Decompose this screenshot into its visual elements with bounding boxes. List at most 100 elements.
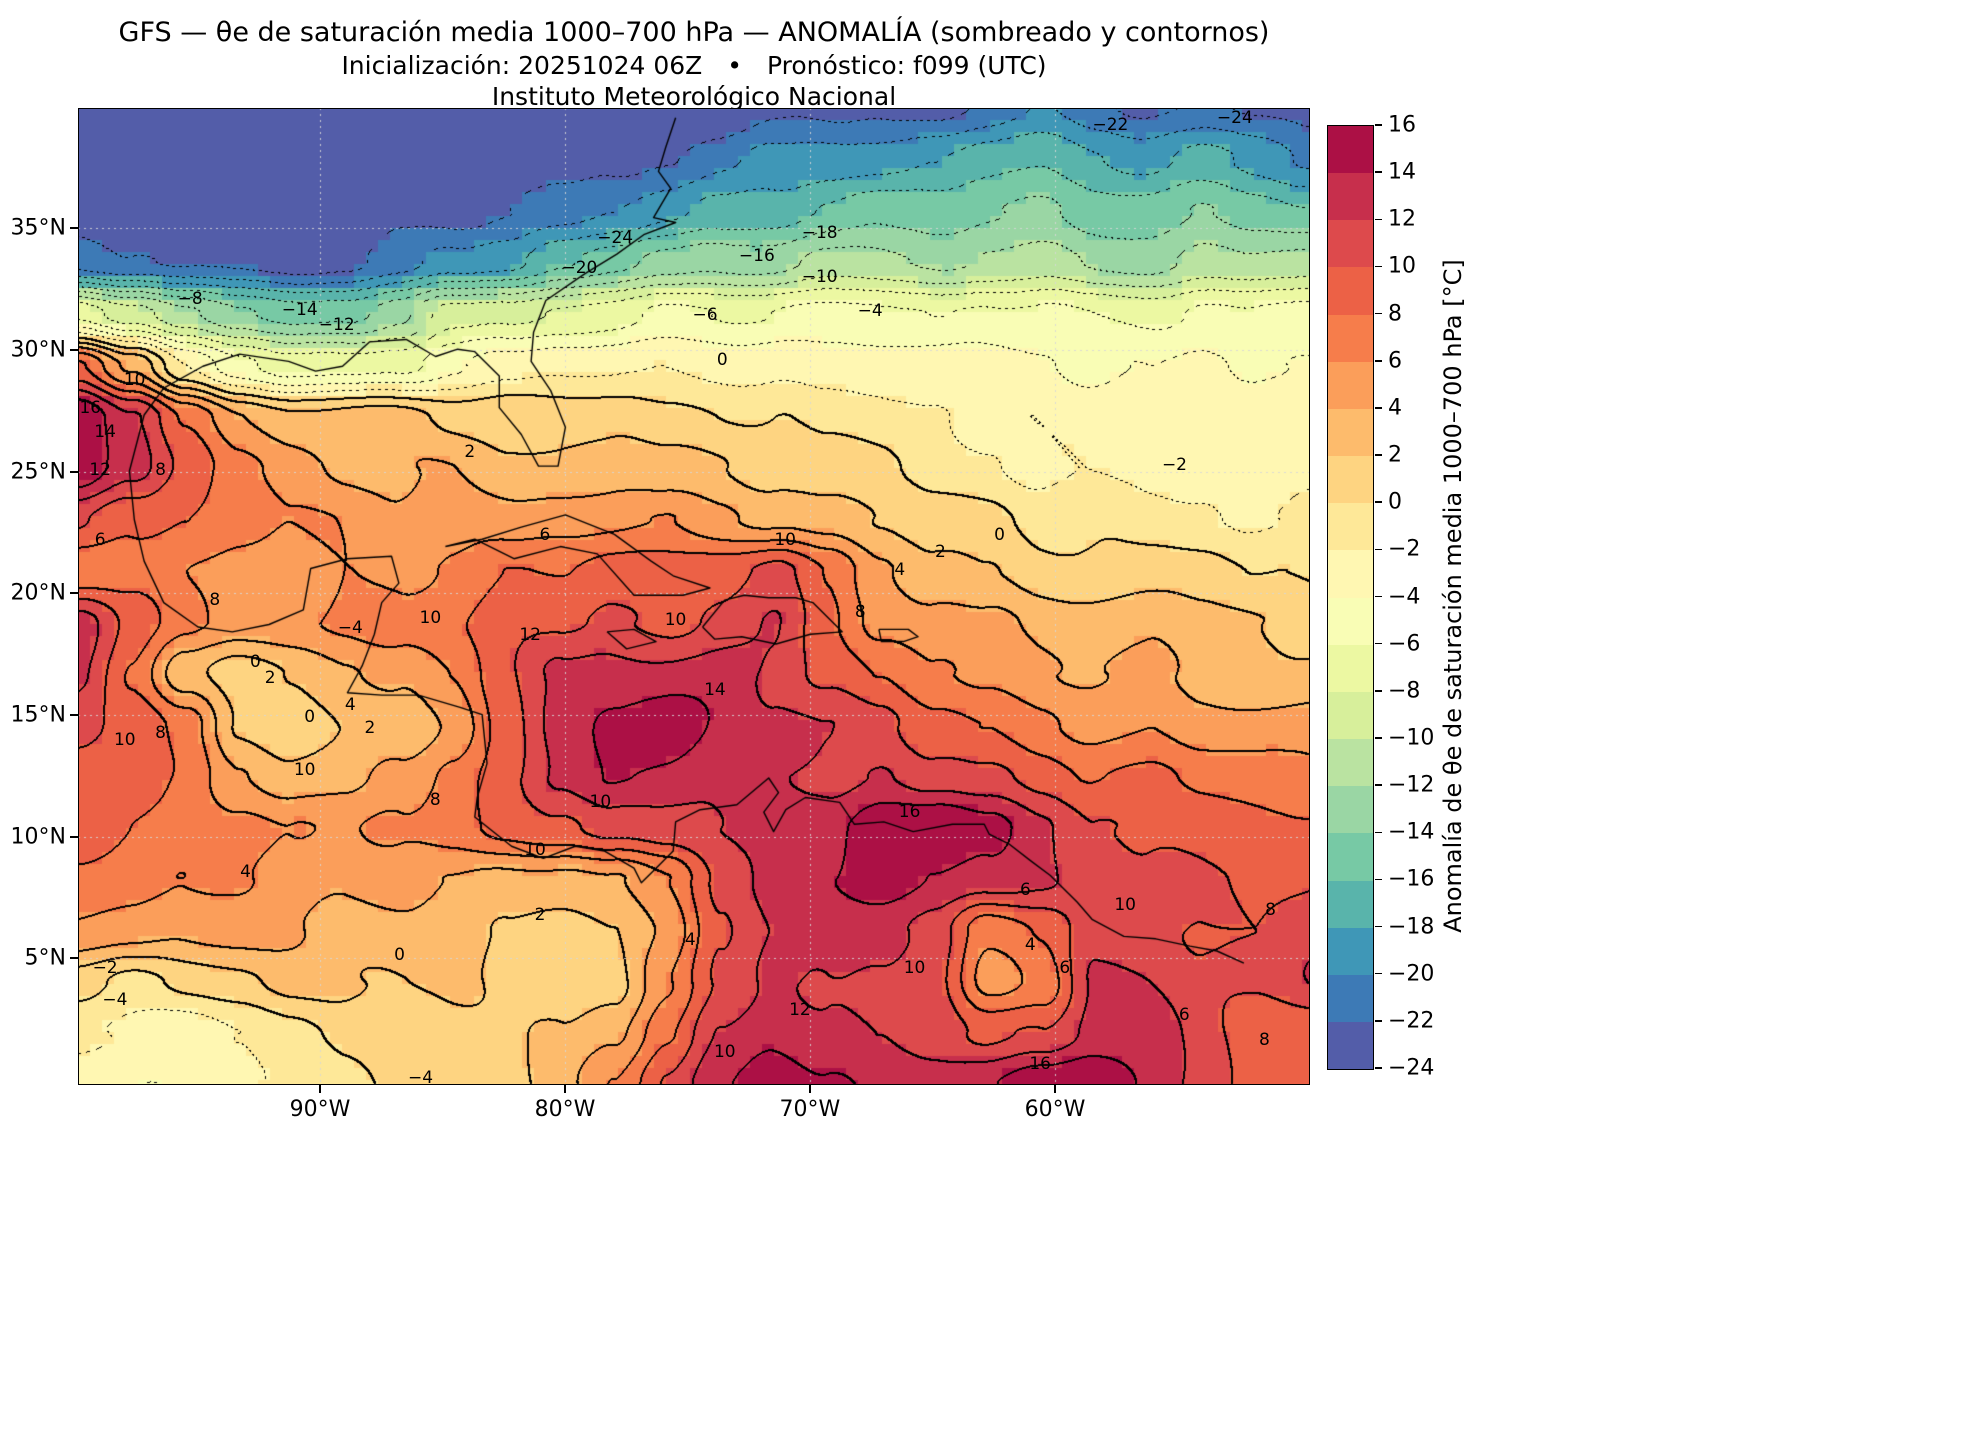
y-tick-label: 30°N xyxy=(10,337,66,363)
colorbar-segment xyxy=(1328,833,1373,881)
colorbar-segment xyxy=(1328,267,1373,315)
contour-value-label: 4 xyxy=(344,694,356,715)
contour-value-label: 14 xyxy=(704,680,726,701)
x-axis-tick-mark xyxy=(564,1085,566,1093)
colorbar-axis-label: Anomalía de θe de saturación media 1000–… xyxy=(1439,259,1467,933)
y-tick-label: 10°N xyxy=(10,824,66,850)
contour-value-label: 10 xyxy=(1114,895,1137,916)
contour-value-label: −4 xyxy=(407,1068,434,1085)
anomaly-shading-canvas xyxy=(78,108,1310,1085)
colorbar-segment xyxy=(1328,927,1373,975)
contour-value-label: 8 xyxy=(155,723,166,744)
y-axis-tick-mark xyxy=(70,714,78,716)
colorbar-tick-mark xyxy=(1375,124,1382,126)
contour-value-label: −14 xyxy=(281,300,318,321)
colorbar-tick-label: −10 xyxy=(1388,725,1435,751)
colorbar-tick-mark xyxy=(1375,595,1382,598)
map-plot-area: −22 −24 −24 −18 −16 −20 −10 −8 −14 −12 −6 −4 0 −2 2 16 1… xyxy=(78,108,1310,1085)
contour-value-label: 4 xyxy=(240,862,251,882)
title-block: GFS — θe de saturación media 1000–700 hP… xyxy=(78,16,1310,112)
contour-value-label: 0 xyxy=(716,350,728,371)
colorbar-segment xyxy=(1328,1021,1373,1070)
colorbar-tick-mark xyxy=(1375,171,1382,173)
colorbar-tick-label: −4 xyxy=(1388,584,1421,609)
contour-value-label: 12 xyxy=(519,624,541,645)
colorbar-tick-label: 0 xyxy=(1388,489,1402,515)
contour-value-label: 16 xyxy=(1029,1054,1052,1075)
colorbar-segment xyxy=(1328,974,1373,1022)
chart-title: GFS — θe de saturación media 1000–700 hP… xyxy=(118,17,1270,48)
colorbar-tick-label: −22 xyxy=(1388,1008,1435,1034)
contour-value-label: 2 xyxy=(534,905,546,925)
colorbar-tick-label: 4 xyxy=(1388,395,1402,421)
x-axis-tick-mark xyxy=(1054,1085,1056,1093)
colorbar-tick-label: −8 xyxy=(1388,678,1421,704)
contour-value-label: 8 xyxy=(209,590,221,611)
contour-value-label: −16 xyxy=(738,245,775,266)
contour-value-label: −12 xyxy=(318,314,355,335)
colorbar-tick-label: 12 xyxy=(1388,206,1416,232)
y-axis-tick-mark xyxy=(70,836,78,838)
y-tick-label: 15°N xyxy=(10,702,66,728)
contour-value-label: 0 xyxy=(304,706,316,727)
colorbar-tick-label: 6 xyxy=(1388,348,1402,374)
contour-value-label: 14 xyxy=(94,422,116,443)
colorbar-tick-label: −6 xyxy=(1388,631,1421,657)
contour-value-label: 8 xyxy=(1265,900,1276,921)
contour-value-label: −8 xyxy=(177,288,203,309)
contour-value-label: 12 xyxy=(789,999,811,1020)
x-tick-label: 90°W xyxy=(289,1097,351,1122)
contour-value-label: 16 xyxy=(898,802,921,823)
colorbar-tick-label: −20 xyxy=(1388,961,1435,987)
colorbar-tick-label: −14 xyxy=(1388,819,1435,845)
colorbar-tick-label: −12 xyxy=(1388,772,1435,798)
colorbar-tick-mark xyxy=(1375,407,1382,409)
contour-value-label: 8 xyxy=(429,789,441,810)
contour-value-label: 10 xyxy=(664,609,687,630)
chart-subtitle: Inicialización: 20251024 06Z • Pronóstic… xyxy=(341,51,1047,80)
y-tick-label: 25°N xyxy=(10,459,66,485)
colorbar-tick-label: −2 xyxy=(1388,536,1421,562)
contour-value-label: −10 xyxy=(801,267,838,288)
colorbar-segment xyxy=(1328,597,1373,645)
colorbar-tick-mark xyxy=(1375,642,1382,645)
x-tick-label: 60°W xyxy=(1024,1097,1086,1122)
colorbar-segment xyxy=(1328,786,1373,834)
contour-value-label: −4 xyxy=(857,301,883,322)
chart-credit: Instituto Meteorológico Nacional xyxy=(491,82,897,111)
colorbar-tick-mark xyxy=(1375,548,1382,551)
y-axis-tick-mark xyxy=(70,349,78,351)
colorbar-segment xyxy=(1328,314,1373,362)
colorbar xyxy=(1327,125,1374,1070)
colorbar-segment xyxy=(1328,126,1373,174)
y-axis-tick-mark xyxy=(70,227,78,229)
colorbar-tick-label: 10 xyxy=(1388,253,1416,279)
contour-value-label: −4 xyxy=(337,617,363,638)
contour-value-label: −6 xyxy=(692,305,718,326)
contour-value-label: 6 xyxy=(94,529,106,550)
contour-value-label: 4 xyxy=(894,560,906,581)
contour-value-label: 0 xyxy=(394,945,405,966)
contour-value-label: 8 xyxy=(854,602,866,623)
colorbar-tick-mark xyxy=(1375,737,1382,739)
colorbar-segment xyxy=(1328,503,1373,551)
colorbar-tick-mark xyxy=(1375,454,1382,456)
colorbar-tick-mark xyxy=(1375,501,1382,503)
contour-value-label: −20 xyxy=(561,258,598,279)
colorbar-tick-mark xyxy=(1375,925,1382,928)
x-axis-tick-mark xyxy=(809,1085,811,1093)
contour-value-label: 8 xyxy=(155,460,166,481)
y-axis-tick-mark xyxy=(70,957,78,959)
colorbar-tick-mark xyxy=(1375,1067,1382,1069)
contour-value-label: 10 xyxy=(293,760,316,781)
contour-value-label: 4 xyxy=(1024,935,1036,956)
contour-value-label: 10 xyxy=(903,957,926,978)
colorbar-tick-label: −24 xyxy=(1388,1055,1435,1081)
colorbar-tick-mark xyxy=(1375,831,1382,833)
colorbar-segment xyxy=(1328,644,1373,692)
contour-value-label: −4 xyxy=(102,990,128,1010)
contour-value-label: 6 xyxy=(1059,957,1071,978)
contour-value-label: 2 xyxy=(934,541,946,562)
contour-value-label: −22 xyxy=(1092,114,1129,135)
y-tick-label: 20°N xyxy=(10,580,66,606)
